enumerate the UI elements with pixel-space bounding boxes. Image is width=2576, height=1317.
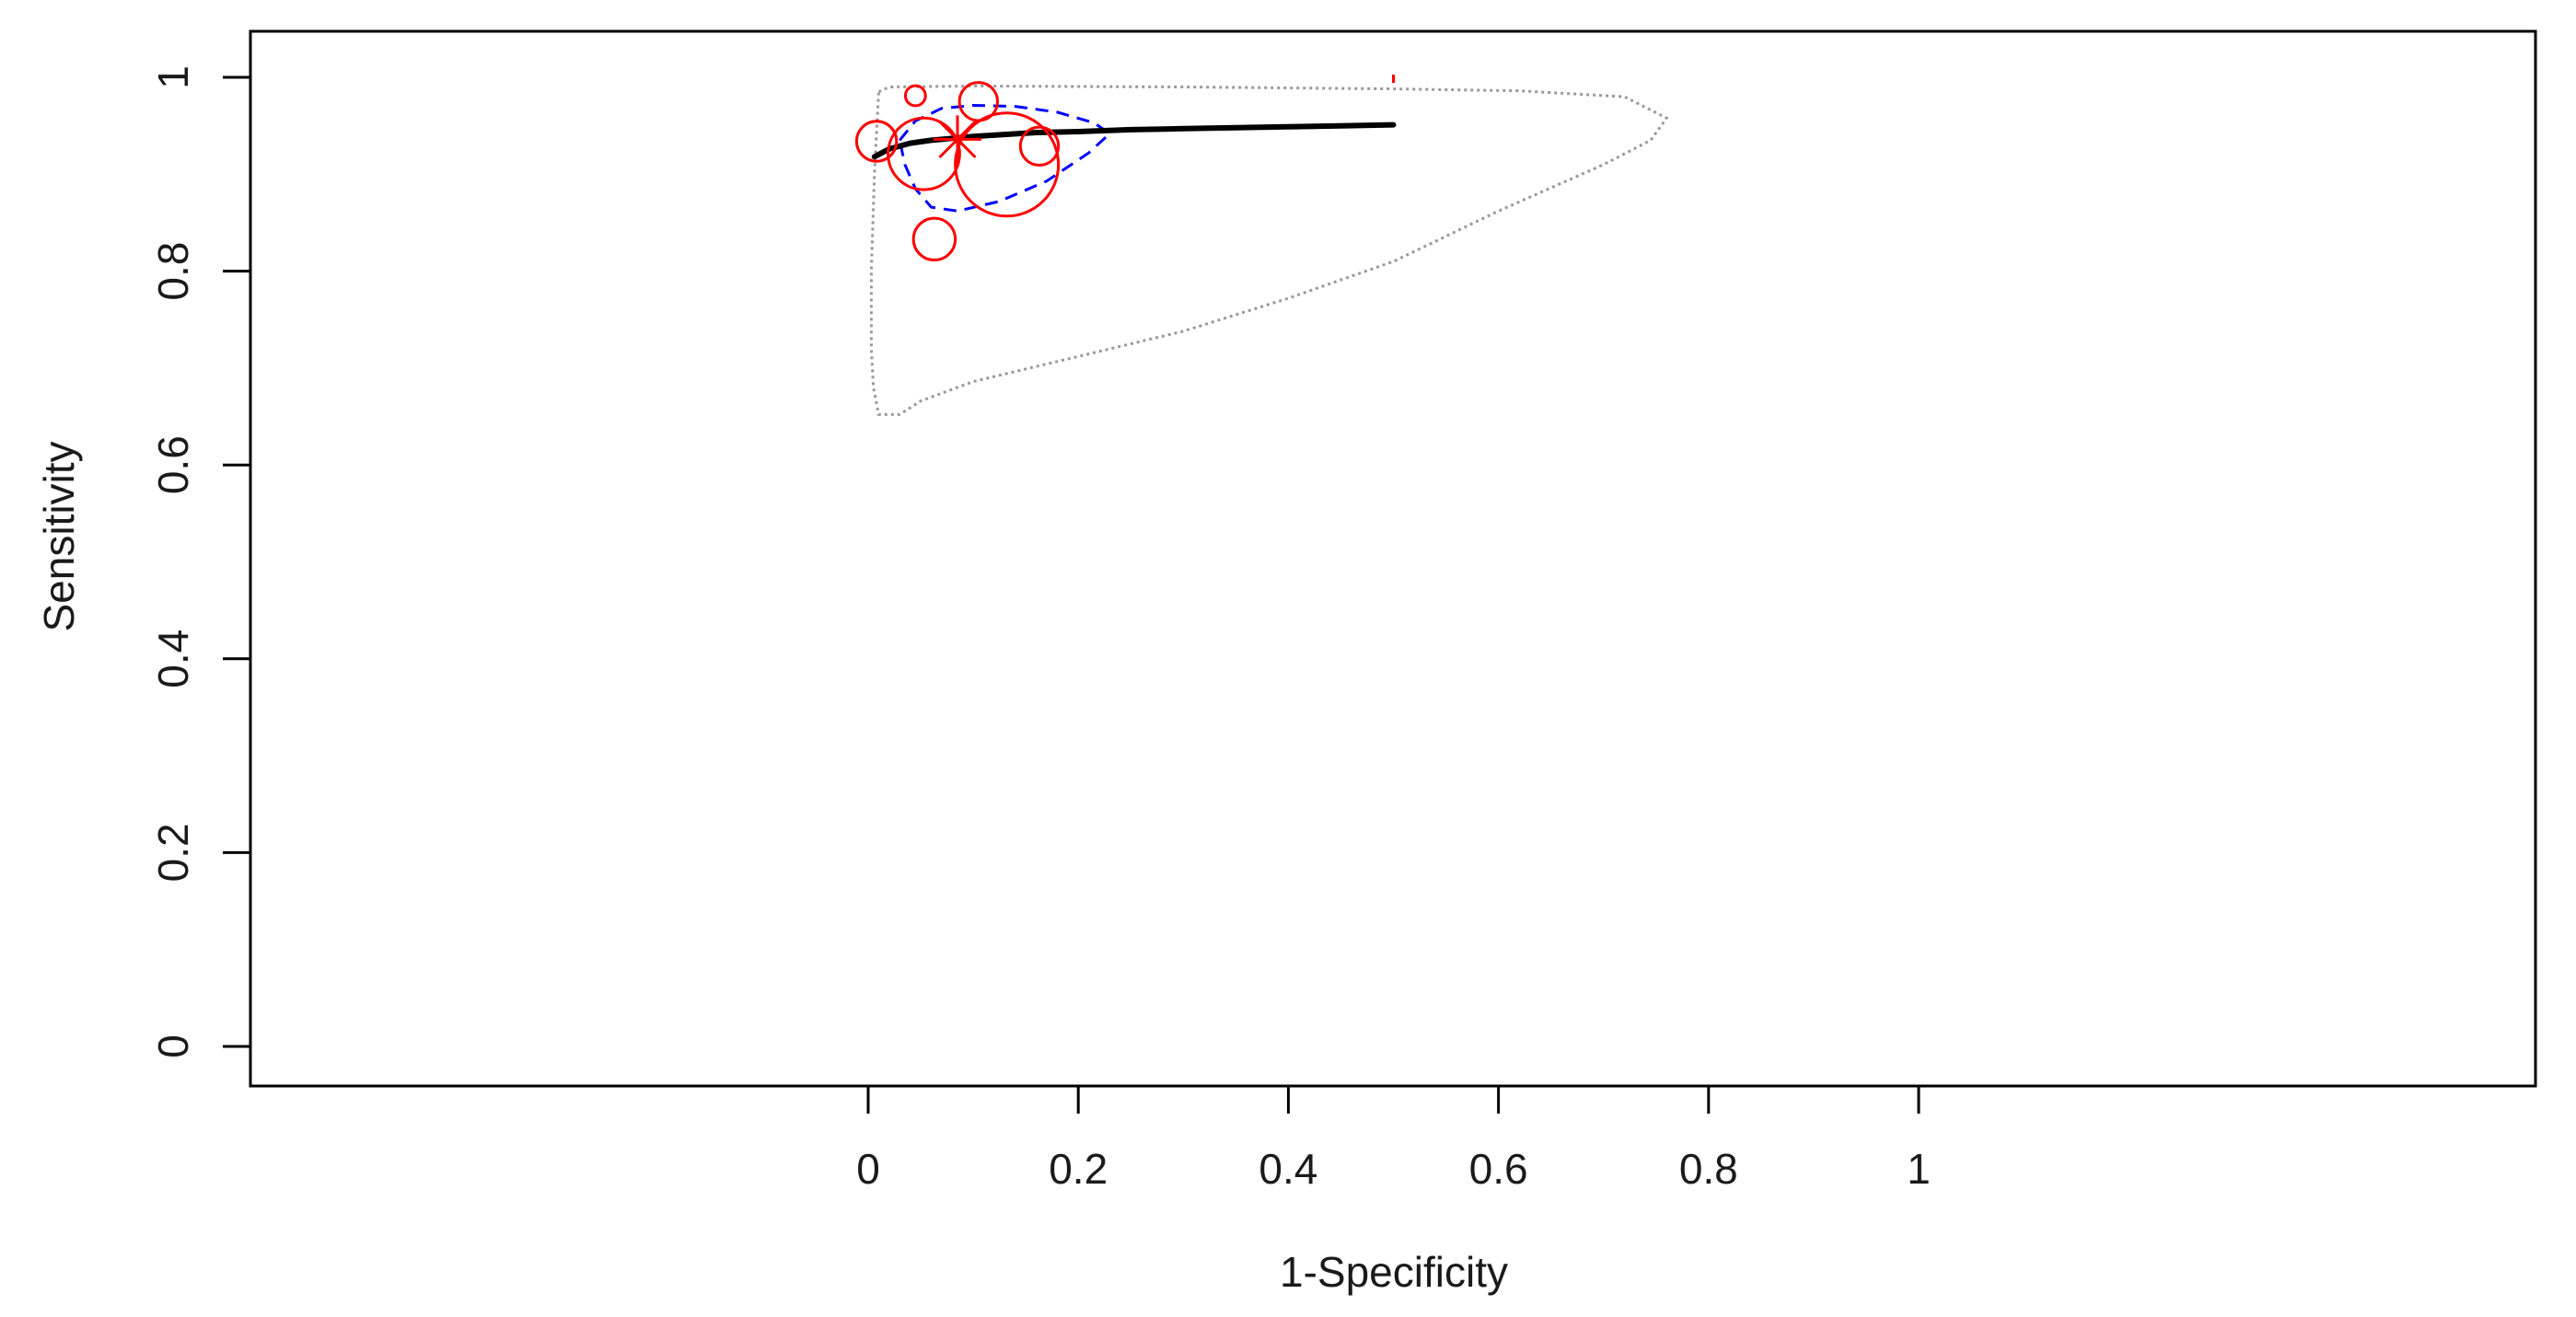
x-tick-label-3: 0.6 [1469,1145,1528,1193]
x-tick-label-1: 0.2 [1049,1145,1108,1193]
sroc-curve [871,121,1397,160]
summary-point [933,115,981,164]
x-axis-label: 1-Specificity [1280,1248,1508,1296]
y-tick-label-2: 0.4 [149,630,197,688]
study-point-3 [887,116,961,191]
y-axis-label: Sensitivity [35,441,83,631]
y-tick-label-3: 0.6 [149,435,197,494]
x-tick-label-0: 0 [856,1145,880,1193]
axes: 0 0.2 0.4 0.6 0.8 1 0 0.2 0.4 0.6 0.8 1 [149,29,2537,1193]
x-tick-label-4: 0.8 [1679,1145,1738,1193]
y-tick-label-5: 1 [149,65,197,89]
study-point-6 [954,111,1061,218]
x-tick-label-2: 0.4 [1259,1145,1317,1193]
study-point-4 [911,216,957,262]
study-point-7 [1018,125,1061,167]
y-tick-label-0: 0 [149,1034,197,1058]
y-tick-label-1: 0.2 [149,823,197,882]
summary-point-stroke-4 [938,120,977,158]
x-tick-label-5: 1 [1907,1145,1931,1193]
y-tick-label-4: 0.8 [149,242,197,301]
study-point-1 [854,120,899,163]
confidence-region [898,103,1112,213]
plot-area [854,75,1669,416]
prediction-region [869,84,1669,416]
study-point-2 [903,84,927,108]
